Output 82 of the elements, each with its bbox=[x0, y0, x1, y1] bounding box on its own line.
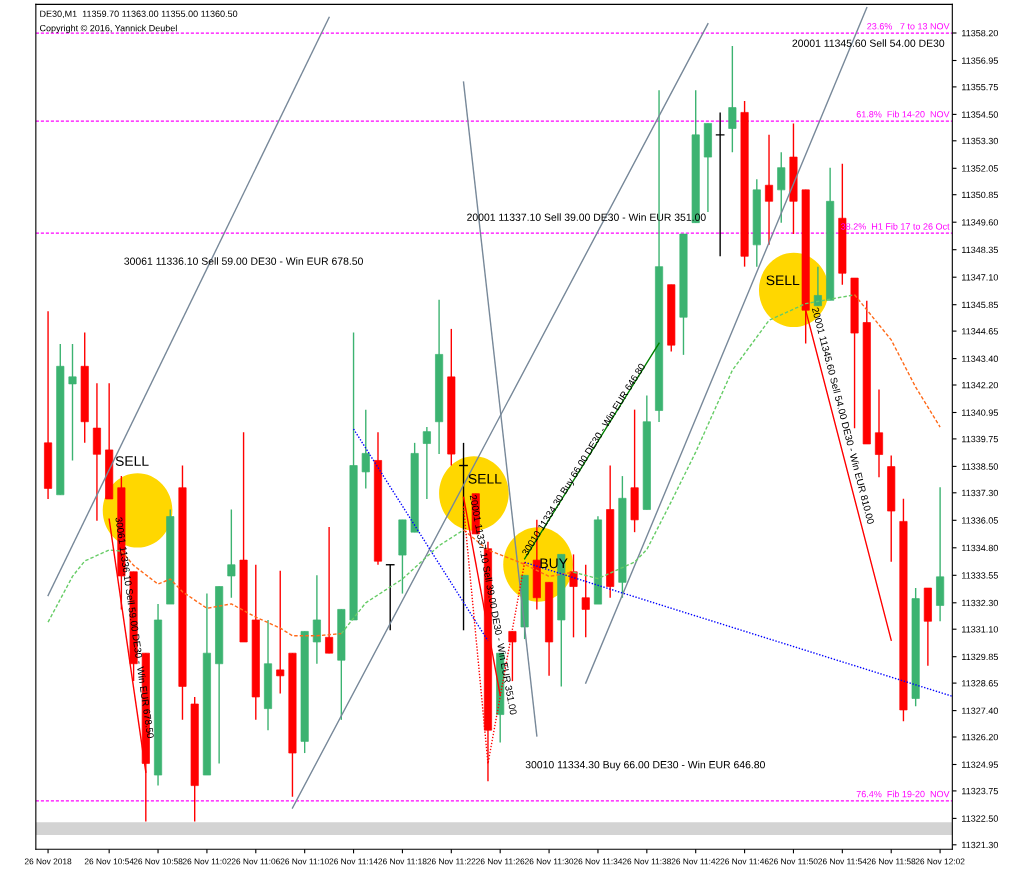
x-tick-label: 26 Nov 10:58 bbox=[133, 858, 183, 865]
y-tick-label: 11342.20 bbox=[962, 381, 998, 389]
x-tick-label: 26 Nov 12:02 bbox=[915, 858, 965, 865]
y-tick-label: 11345.85 bbox=[962, 301, 998, 309]
candlestick bbox=[68, 343, 77, 462]
y-tick-label: 11321.30 bbox=[962, 841, 998, 849]
y-tick-label: 11356.95 bbox=[962, 57, 998, 64]
candlestick bbox=[569, 553, 578, 639]
candlestick bbox=[312, 574, 321, 665]
y-tick-label: 11350.85 bbox=[962, 191, 998, 199]
x-tick-label: 26 Nov 11:50 bbox=[769, 858, 818, 865]
x-tick-label: 26 Nov 11:54 bbox=[818, 858, 867, 865]
candlestick bbox=[715, 111, 725, 257]
y-tick-label: 11327.40 bbox=[962, 707, 998, 714]
annotation: Copyright © 2016, Yannick Deubel bbox=[39, 24, 177, 34]
candlestick bbox=[227, 508, 236, 599]
y-tick-label: 11337.30 bbox=[962, 489, 998, 497]
x-tick-label: 26 Nov 11:10 bbox=[280, 858, 329, 865]
x-tick-label: 26 Nov 10:54 bbox=[84, 858, 134, 865]
y-tick-label: 11353.30 bbox=[962, 137, 998, 145]
y-tick-label: 11336.05 bbox=[962, 517, 998, 524]
candlestick bbox=[459, 442, 468, 631]
y-tick-label: 11340.95 bbox=[962, 409, 998, 416]
y-tick-label: 11347.10 bbox=[962, 274, 998, 281]
ref-line-label: 23.6% 7 to 13 NOV bbox=[867, 23, 950, 30]
candlestick bbox=[874, 388, 884, 478]
candlestick bbox=[728, 45, 737, 153]
text: 20001 11345.60 Sell 54.00 DE30 - Win EUR 810.00 bbox=[811, 307, 875, 525]
candlestick bbox=[325, 526, 334, 654]
annotation: SELL bbox=[766, 275, 800, 286]
y-tick-label: 11338.50 bbox=[962, 463, 998, 470]
annotation: SELL bbox=[468, 473, 502, 484]
candlestick bbox=[813, 265, 822, 307]
y-tick-label: 11334.80 bbox=[962, 544, 998, 552]
y-tick-label: 11348.35 bbox=[962, 246, 998, 254]
annotation: SELL bbox=[115, 456, 149, 467]
y-tick-label: 11326.20 bbox=[962, 733, 998, 741]
y-tick-label: 11329.85 bbox=[962, 653, 998, 661]
ref-line-label: 61.8% Fib 14-20 NOV bbox=[856, 110, 950, 118]
y-tick-label: 11322.50 bbox=[962, 815, 998, 822]
annotation: 30010 11334.30 Buy 66.00 DE30 - Win EUR 646.80 bbox=[525, 760, 765, 771]
x-tick-label: 26 Nov 11:26 bbox=[476, 858, 525, 865]
candlestick bbox=[765, 134, 774, 246]
candlestick bbox=[422, 426, 431, 500]
y-tick-label: 11358.20 bbox=[962, 29, 998, 37]
x-tick-label: 26 Nov 11:18 bbox=[378, 858, 427, 865]
x-tick-label: 26 Nov 11:06 bbox=[231, 858, 280, 865]
x-tick-label: 26 Nov 11:14 bbox=[329, 858, 378, 865]
line-series bbox=[853, 294, 941, 428]
ref-line-label: 76.4% Fib 19-20 NOV bbox=[856, 790, 950, 798]
y-tick-label: 11332.30 bbox=[962, 599, 998, 607]
x-tick-label: 26 Nov 11:22 bbox=[427, 858, 476, 865]
x-tick-label: 26 Nov 11:30 bbox=[525, 858, 574, 865]
x-tick-label: 26 Nov 11:34 bbox=[573, 858, 623, 865]
candlestick bbox=[777, 151, 786, 224]
y-tick-label: 11339.75 bbox=[962, 435, 998, 443]
y-tick-label: 11331.10 bbox=[962, 626, 998, 633]
candlestick bbox=[385, 564, 395, 631]
y-tick-label: 11349.60 bbox=[962, 219, 998, 226]
x-tick-label: 26 Nov 2018 bbox=[24, 858, 72, 865]
annotation: DE30,M1 11359.70 11363.00 11355.00 11360.50 bbox=[40, 10, 238, 19]
x-tick-label: 26 Nov 11:46 bbox=[720, 858, 769, 865]
x-tick-label: 26 Nov 11:42 bbox=[671, 858, 720, 865]
annotation: 30061 11336.10 Sell 59.00 DE30 - Win EUR 678.50 bbox=[124, 257, 363, 265]
y-tick-label: 11324.95 bbox=[962, 761, 998, 768]
y-tick-label: 11344.65 bbox=[962, 328, 998, 335]
candlestick bbox=[581, 564, 590, 639]
annotation: 20001 11345.60 Sell 54.00 DE30 bbox=[792, 39, 945, 47]
y-tick-label: 11328.65 bbox=[962, 680, 998, 687]
x-tick-label: 26 Nov 11:02 bbox=[182, 858, 231, 865]
candlestick bbox=[276, 569, 285, 695]
text: 20001 11337.10 Sell 39.00 DE30 - Win EUR 351.00 bbox=[469, 494, 518, 715]
x-tick-label: 26 Nov 11:58 bbox=[867, 858, 916, 865]
y-tick-label: 11323.75 bbox=[962, 787, 998, 795]
y-tick-label: 11333.55 bbox=[962, 572, 998, 579]
y-tick-label: 11343.40 bbox=[962, 355, 998, 362]
y-tick-label: 11352.05 bbox=[962, 165, 998, 172]
text: 30061 11336.10 Sell 59.00 DE30 - Win EUR 678.50 bbox=[115, 516, 155, 739]
y-tick-label: 11354.50 bbox=[962, 111, 998, 118]
y-tick-label: 11355.75 bbox=[962, 83, 998, 91]
x-tick-label: 26 Nov 11:38 bbox=[622, 858, 671, 865]
candlestick bbox=[361, 408, 370, 490]
